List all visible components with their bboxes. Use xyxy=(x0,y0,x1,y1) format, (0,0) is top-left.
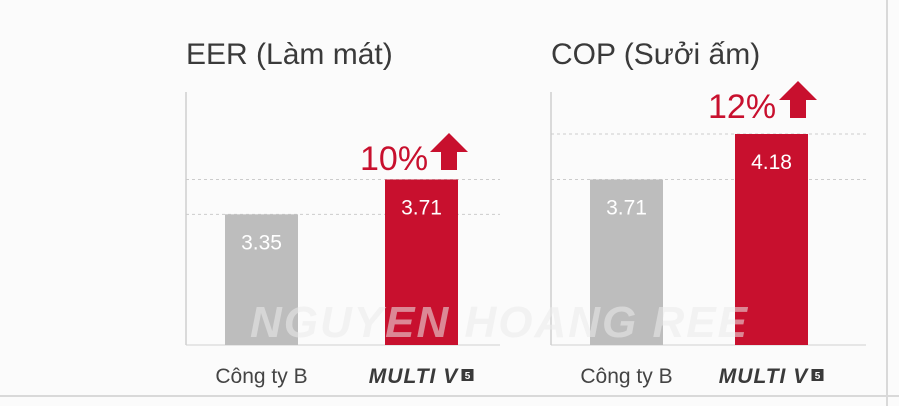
eer-up-arrow-icon xyxy=(430,133,468,170)
eer-bar-competitor xyxy=(225,214,298,345)
eer-brand-badge-text: 5 xyxy=(465,371,471,382)
cop-bar-competitor xyxy=(590,179,663,345)
cop-up-arrow-icon xyxy=(779,81,817,118)
cop-increase-label: 12% xyxy=(708,88,776,126)
eer-data-label-2: 3.71 xyxy=(401,196,442,219)
eer-bar-multiv xyxy=(385,179,458,345)
eer-data-label-1: 3.35 xyxy=(241,231,282,254)
frame-bottom-divider xyxy=(0,395,899,397)
cop-brand-badge-text: 5 xyxy=(815,371,821,382)
eer-title: EER (Làm mát) xyxy=(186,38,393,71)
cop-category-competitor: Công ty B xyxy=(580,365,672,388)
cop-data-label-2: 4.18 xyxy=(751,151,792,174)
cop-brand-badge xyxy=(811,369,824,381)
eer-category-multiv: MULTI V xyxy=(369,365,459,388)
cop-category-multiv: MULTI V xyxy=(719,365,809,388)
cop-bar-multiv xyxy=(735,134,808,345)
watermark: NGUYEN HOANG REE xyxy=(250,298,749,347)
eer-brand-badge xyxy=(461,369,474,381)
cop-title: COP (Sưởi ấm) xyxy=(551,38,760,71)
frame-right-divider xyxy=(886,0,888,406)
eer-increase-label: 10% xyxy=(360,140,428,178)
eer-category-competitor: Công ty B xyxy=(215,365,307,388)
cop-data-label-1: 3.71 xyxy=(606,196,647,219)
